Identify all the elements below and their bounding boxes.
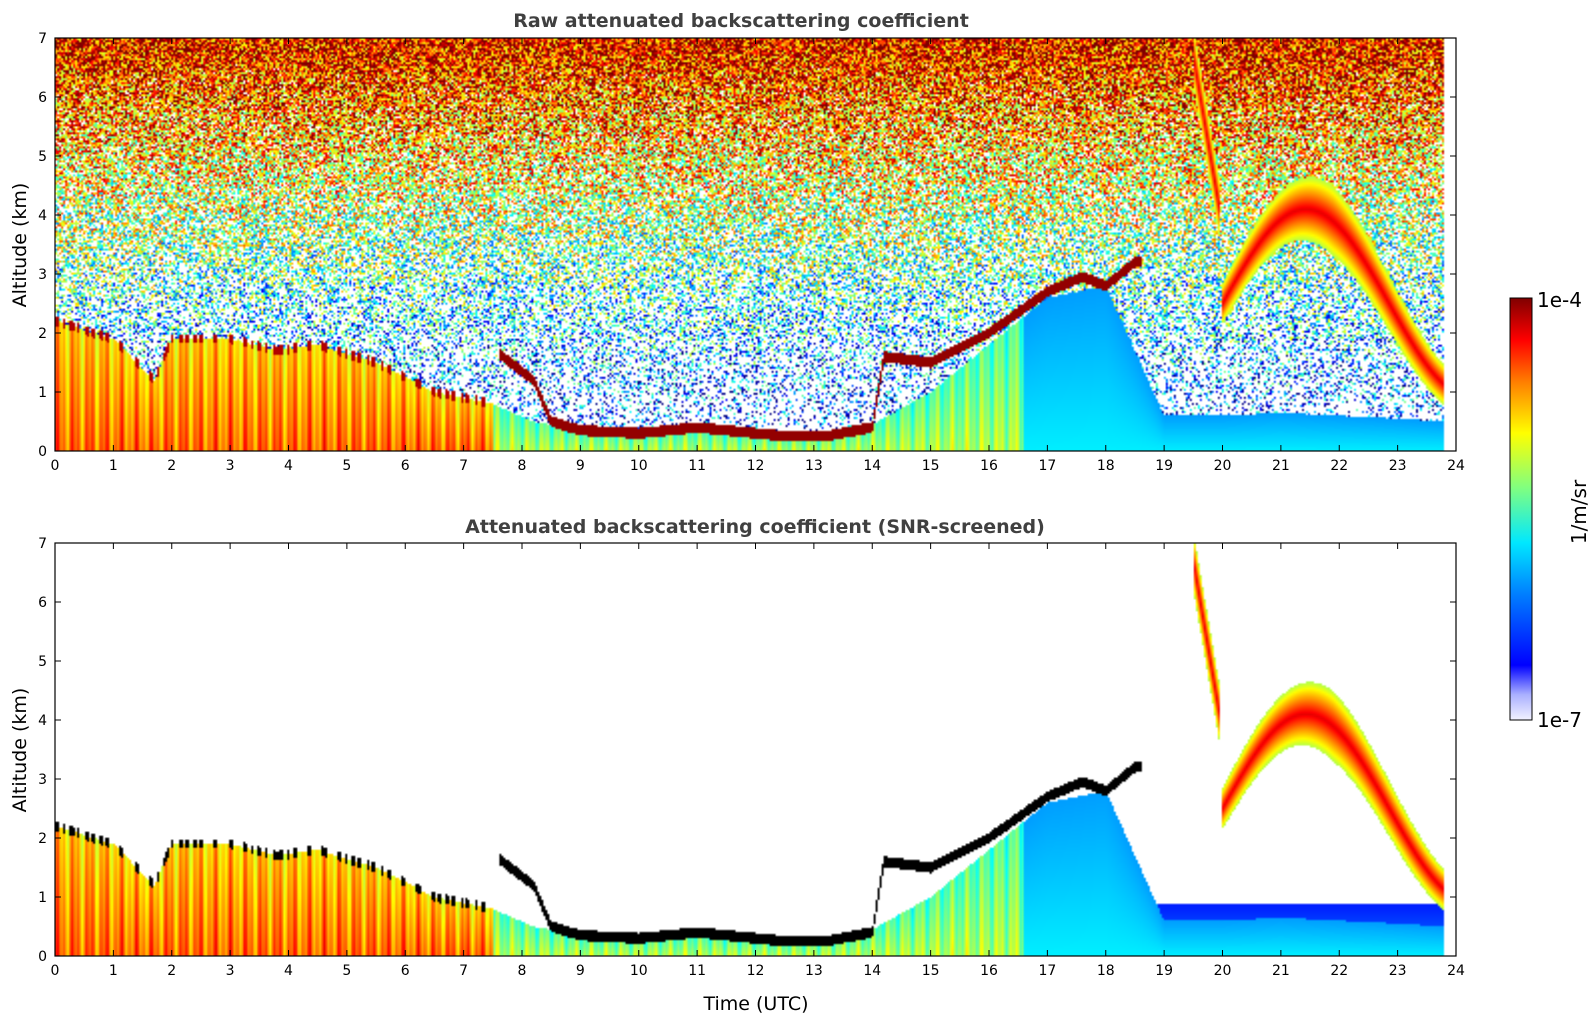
x-tick-label: 2 (167, 963, 176, 979)
colorbar-min-label: 1e-7 (1537, 708, 1582, 732)
x-tick-label: 12 (747, 963, 765, 979)
x-axis-label: Time (UTC) (702, 993, 808, 1015)
x-tick-label: 23 (1389, 963, 1407, 979)
y-tick-label: 6 (38, 90, 47, 106)
y-tick-label: 7 (38, 31, 47, 47)
colorbar-max-label: 1e-4 (1537, 288, 1582, 312)
y-tick-label: 2 (38, 831, 47, 847)
x-tick-label: 10 (630, 458, 648, 474)
x-tick-label: 22 (1330, 458, 1348, 474)
x-tick-label: 24 (1447, 458, 1465, 474)
x-tick-label: 12 (747, 458, 765, 474)
x-tick-label: 21 (1272, 963, 1290, 979)
x-tick-label: 13 (805, 458, 823, 474)
x-tick-label: 1 (109, 963, 118, 979)
y-tick-label: 7 (38, 536, 47, 552)
top-y-axis-label: Altitude (km) (9, 183, 31, 308)
x-tick-label: 4 (284, 458, 293, 474)
bottom-heatmap-image (55, 543, 1456, 956)
x-tick-label: 6 (401, 458, 410, 474)
top-plot-title: Raw attenuated backscattering coefficien… (513, 10, 969, 32)
colorbar: 1e-4 1e-7 1/m/sr (1509, 288, 1591, 732)
y-tick-label: 6 (38, 595, 47, 611)
colorbar-unit-label: 1/m/sr (1567, 479, 1591, 544)
bottom-heatmap-panel: 0 1 2 3 4 5 6 7 8 9 10 11 12 13 14 15 16 17 18 19 20 21 22 23 24… (38, 536, 1465, 979)
x-tick-label: 1 (109, 458, 118, 474)
bottom-axis-ticks: 0 1 2 3 4 5 6 7 8 9 10 11 12 13 14 15 16 17 18 19 20 21 22 23 24… (38, 536, 1465, 979)
x-tick-label: 20 (1214, 458, 1232, 474)
x-tick-label: 9 (576, 458, 585, 474)
bottom-y-axis-label: Altitude (km) (9, 688, 31, 813)
y-tick-label: 0 (38, 949, 47, 965)
x-tick-label: 10 (630, 963, 648, 979)
x-tick-label: 21 (1272, 458, 1290, 474)
x-tick-label: 14 (863, 458, 881, 474)
x-tick-label: 6 (401, 963, 410, 979)
y-tick-label: 3 (38, 267, 47, 283)
x-tick-label: 17 (1038, 458, 1056, 474)
x-tick-label: 23 (1389, 458, 1407, 474)
y-tick-label: 1 (38, 890, 47, 906)
x-tick-label: 2 (167, 458, 176, 474)
bottom-plot-title: Attenuated backscattering coefficient (S… (465, 516, 1045, 538)
colorbar-gradient (1509, 297, 1533, 721)
x-tick-label: 20 (1214, 963, 1232, 979)
y-tick-label: 5 (38, 654, 47, 670)
y-tick-label: 2 (38, 326, 47, 342)
y-tick-label: 4 (38, 208, 47, 224)
x-tick-label: 18 (1097, 458, 1115, 474)
x-tick-label: 9 (576, 963, 585, 979)
y-tick-label: 0 (38, 444, 47, 460)
x-tick-label: 3 (226, 458, 235, 474)
x-tick-label: 8 (518, 963, 527, 979)
x-tick-label: 16 (980, 963, 998, 979)
top-heatmap-image (55, 38, 1456, 451)
x-tick-label: 16 (980, 458, 998, 474)
y-tick-label: 1 (38, 385, 47, 401)
x-tick-label: 15 (922, 458, 940, 474)
y-tick-label: 4 (38, 713, 47, 729)
x-tick-label: 5 (342, 963, 351, 979)
x-tick-label: 22 (1330, 963, 1348, 979)
x-tick-label: 19 (1155, 458, 1173, 474)
x-tick-label: 15 (922, 963, 940, 979)
top-heatmap-panel: 0 1 2 3 4 5 6 7 8 9 10 11 12 13 14 15 16 17 18 19 20 21 22 23 24… (38, 31, 1465, 474)
x-tick-label: 11 (688, 963, 706, 979)
x-tick-label: 0 (51, 458, 60, 474)
top-axis-ticks: 0 1 2 3 4 5 6 7 8 9 10 11 12 13 14 15 16 17 18 19 20 21 22 23 24… (38, 31, 1465, 474)
x-tick-label: 5 (342, 458, 351, 474)
y-tick-label: 3 (38, 772, 47, 788)
x-tick-label: 14 (863, 963, 881, 979)
x-tick-label: 13 (805, 963, 823, 979)
x-tick-label: 7 (459, 963, 468, 979)
x-tick-label: 24 (1447, 963, 1465, 979)
x-tick-label: 3 (226, 963, 235, 979)
x-tick-label: 4 (284, 963, 293, 979)
x-tick-label: 8 (518, 458, 527, 474)
x-tick-label: 11 (688, 458, 706, 474)
x-tick-label: 19 (1155, 963, 1173, 979)
y-tick-label: 5 (38, 149, 47, 165)
x-tick-label: 18 (1097, 963, 1115, 979)
x-tick-label: 7 (459, 458, 468, 474)
x-tick-label: 0 (51, 963, 60, 979)
x-tick-label: 17 (1038, 963, 1056, 979)
